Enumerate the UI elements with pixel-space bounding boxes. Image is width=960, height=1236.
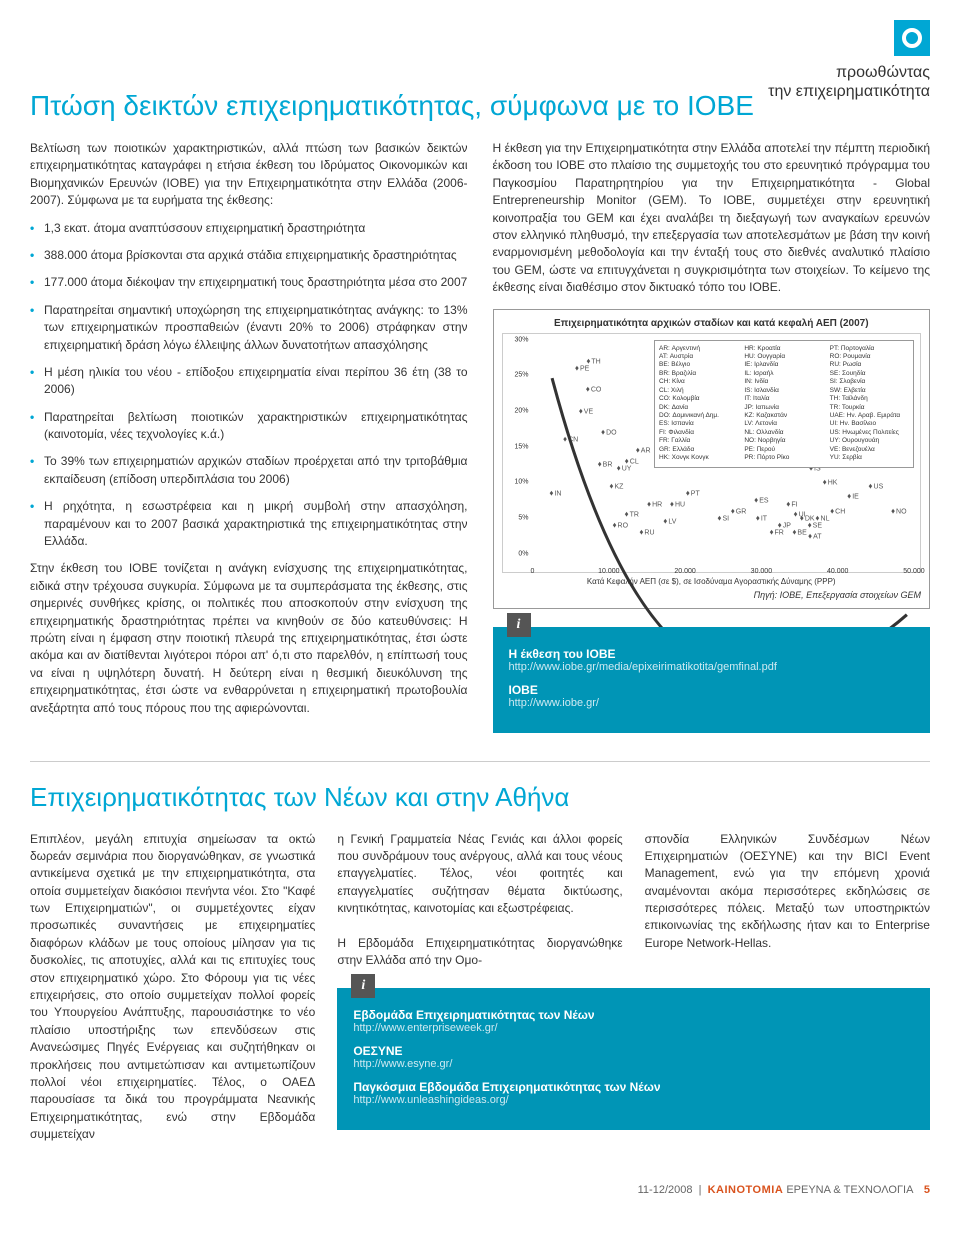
brand-block: προωθώντας την επιχειρηματικότητα <box>768 20 930 101</box>
divider <box>30 761 930 762</box>
infobox1-label-1: ΙΟΒΕ <box>509 683 915 697</box>
article1-right-para: Η έκθεση για την Επιχειρηματικότητα στην… <box>493 140 931 297</box>
infobox-1: i Η έκθεση του ΙΟΒΕ http://www.iobe.gr/m… <box>493 627 931 733</box>
bullet-item: Η ρηχότητα, η εσωστρέφεια και η μικρή συ… <box>30 498 468 550</box>
article2-col1: Επιπλέον, μεγάλη επιτυχία σημείωσαν τα ο… <box>30 831 315 1144</box>
infobox-2: i Εβδομάδα Επιχειρηματικότητας των Νέων … <box>337 988 930 1130</box>
article1-left-column: Βελτίωση των ποιοτικών χαρακτηριστικών, … <box>30 140 468 733</box>
article1-intro: Βελτίωση των ποιοτικών χαρακτηριστικών, … <box>30 140 468 210</box>
info-icon: i <box>507 613 531 637</box>
brand-line2: την επιχειρηματικότητα <box>768 82 930 101</box>
infobox2-link-1[interactable]: http://www.esyne.gr/ <box>353 1058 914 1070</box>
article1-bullets: 1,3 εκατ. άτομα αναπτύσσουν επιχειρηματι… <box>30 220 468 551</box>
chart-yticks: 0%5%10%15%20%25%30% <box>517 340 531 554</box>
article2-col2: η Γενική Γραμματεία Νέας Γενιάς και άλλο… <box>337 831 622 970</box>
chart-legend: AR: ΑργεντινήAT: ΑυστρίαBE: ΒέλγιοBR: Βρ… <box>654 340 914 468</box>
bullet-item: Παρατηρείται βελτίωση ποιοτικών χαρακτηρ… <box>30 409 468 444</box>
infobox2-label-1: ΟΕΣΥΝΕ <box>353 1044 914 1058</box>
footer-issue: 11-12/2008 <box>638 1184 693 1196</box>
bullet-item: Παρατηρείται σημαντική υποχώρηση της επι… <box>30 302 468 354</box>
footer-mag: ΚΑΙΝΟΤΟΜΙΑ <box>708 1184 784 1196</box>
article1-left-para: Στην έκθεση του ΙΟΒΕ τονίζεται η ανάγκη … <box>30 560 468 717</box>
bullet-item: Η μέση ηλικία του νέου - επίδοξου επιχει… <box>30 364 468 399</box>
article1-right-column: Η έκθεση για την Επιχειρηματικότητα στην… <box>493 140 931 733</box>
bullet-item: 177.000 άτομα διέκοψαν την επιχειρηματικ… <box>30 274 468 291</box>
bullet-item: 1,3 εκατ. άτομα αναπτύσσουν επιχειρηματι… <box>30 220 468 237</box>
article2-col3: σπονδία Ελληνικών Συνδέσμων Νέων Επιχειρ… <box>645 831 930 953</box>
infobox1-link-0[interactable]: http://www.iobe.gr/media/epixeirimatikot… <box>509 661 915 673</box>
page-footer: 11-12/2008 | ΚΑΙΝΟΤΟΜΙΑ ΕΡΕΥΝΑ & ΤΕΧΝΟΛΟ… <box>30 1184 930 1196</box>
article2-title: Επιχειρηματικότητας των Νέων και στην Αθ… <box>30 782 930 813</box>
footer-sub: ΕΡΕΥΝΑ & ΤΕΧΝΟΛΟΓΙΑ <box>786 1184 912 1196</box>
brand-icon <box>894 20 930 56</box>
infobox1-link-1[interactable]: http://www.iobe.gr/ <box>509 697 915 709</box>
footer-pagenum: 5 <box>924 1184 930 1196</box>
infobox1-label-0: Η έκθεση του ΙΟΒΕ <box>509 647 915 661</box>
infobox2-link-2[interactable]: http://www.unleashingideas.org/ <box>353 1094 914 1106</box>
chart-title: Επιχειρηματικότητα αρχικών σταδίων και κ… <box>502 318 922 329</box>
infobox2-label-2: Παγκόσμια Εβδομάδα Επιχειρηματικότητας τ… <box>353 1080 914 1094</box>
infobox2-label-0: Εβδομάδα Επιχειρηματικότητας των Νέων <box>353 1008 914 1022</box>
article2-columns: Επιπλέον, μεγάλη επιτυχία σημείωσαν τα ο… <box>30 831 930 1154</box>
scatter-chart: 0%5%10%15%20%25%30% THPECOVEDOCNCLARBRUY… <box>502 333 922 573</box>
bullet-item: 388.000 άτομα βρίσκονται στα αρχικά στάδ… <box>30 247 468 264</box>
brand-line1: προωθώντας <box>768 63 930 82</box>
info-icon: i <box>351 974 375 998</box>
infobox2-link-0[interactable]: http://www.enterpriseweek.gr/ <box>353 1022 914 1034</box>
bullet-item: Το 39% των επιχειρηματιών αρχικών σταδίω… <box>30 453 468 488</box>
chart-container: Επιχειρηματικότητα αρχικών σταδίων και κ… <box>493 309 931 609</box>
